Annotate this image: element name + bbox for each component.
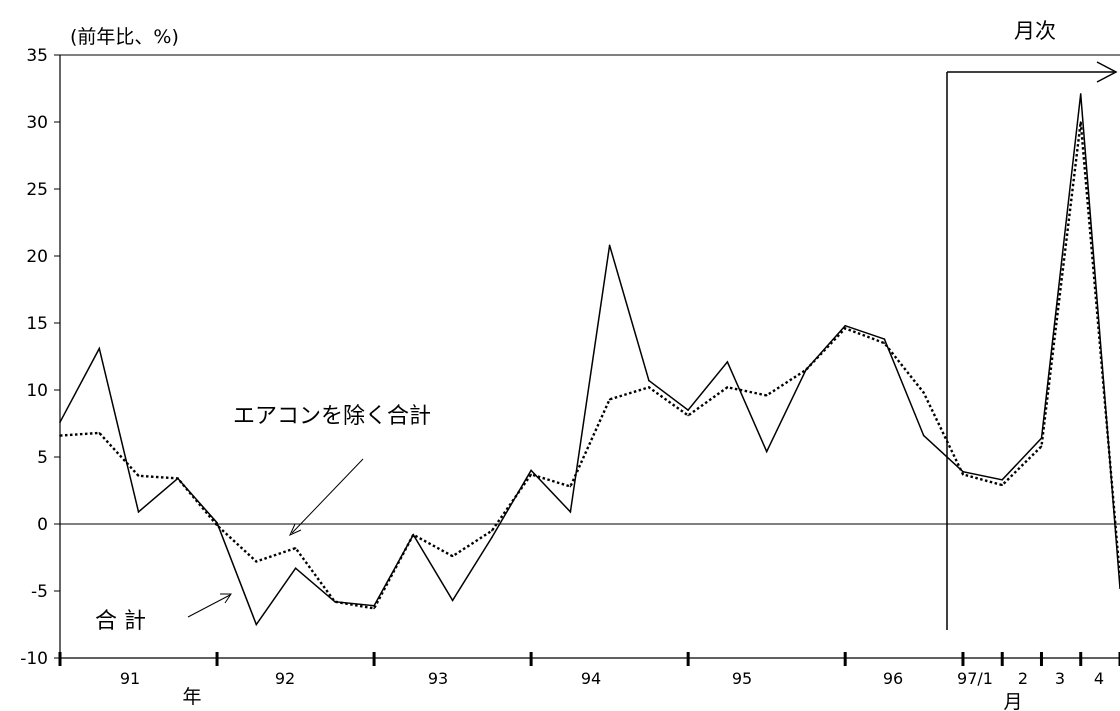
- data-point: [530, 473, 532, 476]
- data-point: [491, 536, 493, 539]
- data-point: [608, 398, 611, 401]
- y-tick-label: 25: [26, 180, 48, 200]
- series-arrow-total: [187, 594, 231, 618]
- y-tick-label: -5: [31, 582, 48, 602]
- data-point: [765, 394, 768, 397]
- axes: 35 30 25 20 15 10 5 0 -5 -10 (前年比、%) 91 92 93 94 95 96 97…: [20, 26, 1120, 711]
- data-point: [177, 477, 179, 480]
- y-tick-label: 20: [26, 247, 48, 267]
- series-label-excl-aircon: エアコンを除く合計: [233, 404, 431, 429]
- data-point: [451, 555, 454, 557]
- y-tick-label: 0: [37, 515, 48, 535]
- x-tick-label: 92: [275, 669, 295, 688]
- y-tick-label: 5: [37, 448, 48, 468]
- data-point: [805, 369, 807, 371]
- data-point: [922, 391, 925, 394]
- data-point: [844, 327, 846, 330]
- data-point: [98, 432, 101, 434]
- data-point: [412, 533, 415, 536]
- x-tick-label: 93: [428, 669, 448, 688]
- data-point: [294, 567, 297, 569]
- data-point: [373, 607, 375, 610]
- series-label-total: 合 計: [95, 609, 146, 634]
- data-point: [648, 379, 650, 382]
- x-unit-year-label: 年: [182, 686, 201, 708]
- data-point: [255, 560, 258, 563]
- data-point: [569, 511, 572, 513]
- y-tick-label: -10: [20, 649, 48, 669]
- data-point: [334, 600, 336, 603]
- data-point: [137, 475, 140, 477]
- monthly-arrow-head: [1096, 61, 1118, 83]
- series-arrowhead-total: [220, 593, 232, 604]
- x-tick-label: 96: [883, 669, 903, 688]
- data-point: [726, 386, 729, 389]
- data-point: [608, 244, 611, 247]
- series-line-total: [59, 93, 1120, 627]
- data-point: [451, 599, 454, 602]
- data-point: [726, 361, 729, 363]
- series-arrow-excl-aircon: [291, 458, 364, 534]
- x-tick-label: 4: [1094, 669, 1104, 688]
- data-point: [491, 529, 493, 532]
- data-point: [765, 450, 768, 453]
- x-tick-label: 91: [120, 669, 140, 688]
- data-point: [1001, 479, 1003, 481]
- data-point: [216, 524, 218, 527]
- series-arrowhead-excl-aircon: [288, 523, 302, 537]
- data-point: [648, 386, 650, 389]
- x-tick-label: 2: [1018, 669, 1028, 688]
- data-point: [1001, 484, 1003, 486]
- data-point: [569, 485, 572, 488]
- data-point: [687, 414, 689, 417]
- data-point: [883, 338, 886, 340]
- y-tick-label: 10: [26, 381, 48, 401]
- data-point: [530, 469, 532, 472]
- series-line-total-excl-aircon: [59, 121, 1120, 610]
- y-tick-label: 35: [26, 46, 48, 66]
- x-tick-label: 95: [732, 669, 752, 688]
- data-point: [962, 473, 964, 476]
- data-point: [255, 623, 258, 626]
- data-point: [883, 342, 886, 344]
- y-tick-label: 15: [26, 314, 48, 334]
- data-point: [137, 511, 140, 513]
- data-point: [98, 347, 101, 350]
- x-unit-month-label: 月: [1003, 691, 1022, 711]
- data-point: [1079, 121, 1082, 123]
- x-tick-label: 94: [581, 669, 601, 688]
- y-axis-label: (前年比、%): [70, 26, 179, 48]
- x-tick-label: 97/1: [957, 669, 993, 688]
- data-point: [962, 470, 964, 473]
- data-point: [59, 434, 61, 437]
- data-point: [1040, 445, 1043, 448]
- data-point: [687, 409, 689, 411]
- series-layer: [59, 93, 1120, 627]
- y-tick-label: 30: [26, 113, 48, 133]
- data-point: [294, 547, 297, 549]
- data-point: [922, 434, 925, 437]
- data-point: [844, 324, 846, 327]
- data-point: [1079, 93, 1082, 95]
- x-tick-label: 3: [1055, 669, 1065, 688]
- data-point: [59, 421, 61, 424]
- monthly-label: 月次: [1014, 19, 1056, 43]
